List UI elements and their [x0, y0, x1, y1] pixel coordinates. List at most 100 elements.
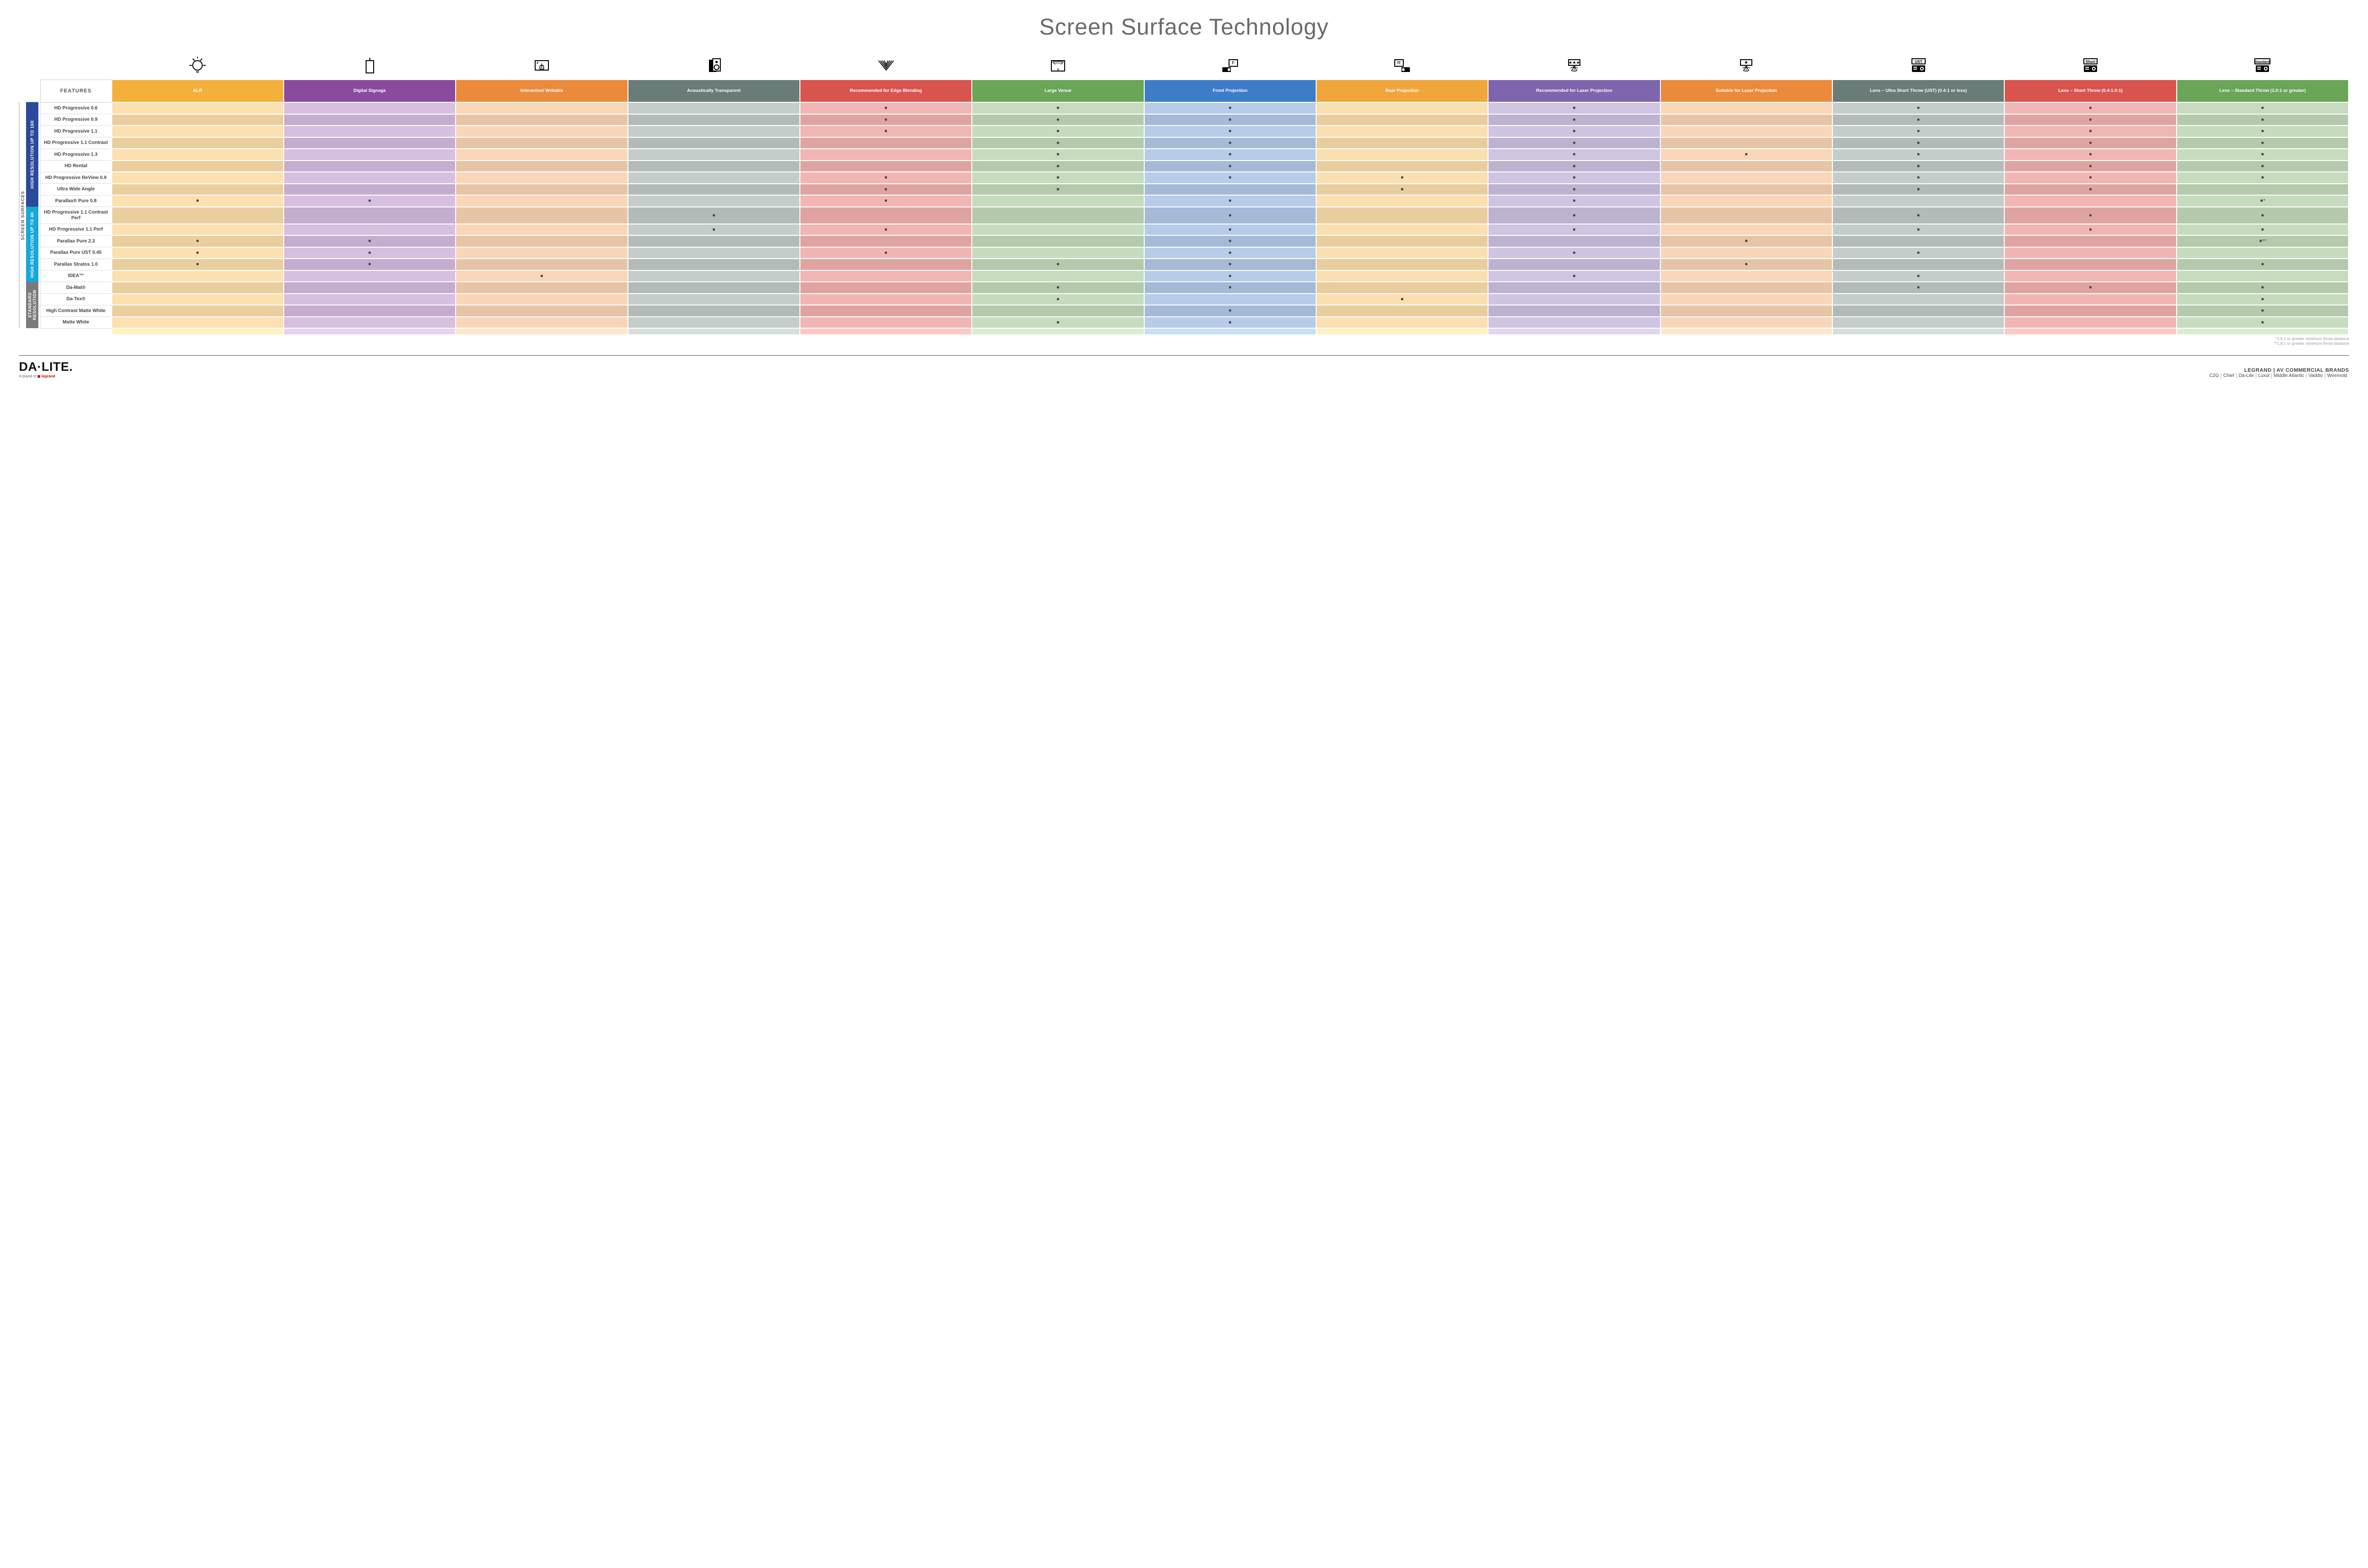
cell-std — [2177, 161, 2349, 172]
cell-rear — [1316, 270, 1488, 282]
cell-suitlaser — [1660, 195, 1832, 207]
cell-edge — [800, 235, 972, 247]
cell-short — [2004, 125, 2176, 137]
row-label: Da-Mat® — [41, 282, 112, 294]
feature-matrix: FEATURESALRDigital SignageInteractive/ W… — [40, 52, 2349, 335]
col-header-signage: Digital Signage — [284, 80, 456, 102]
row-g4k-9: HD Progressive 1.1 Contrast Perf — [41, 207, 2349, 224]
col-icon-ust — [1832, 52, 2004, 80]
cell-ust — [1832, 317, 2004, 329]
cell-rear — [1316, 125, 1488, 137]
cell-reclaser — [1488, 270, 1660, 282]
row-g16k-2: HD Progressive 1.1 — [41, 125, 2349, 137]
group-label: HIGH RESOLUTION UP TO 16K — [26, 102, 38, 207]
col-icon-large — [972, 52, 1144, 80]
footer-brands: C2GChiefDa-LiteLuxulMiddle AtlanticVaddi… — [2207, 373, 2349, 378]
chart-container: SCREEN SURFACESHIGH RESOLUTION UP TO 16K… — [19, 52, 2349, 346]
cell-short — [2004, 305, 2176, 317]
cell-edge — [800, 207, 972, 224]
cell-std — [2177, 102, 2349, 114]
cell-large — [972, 247, 1144, 259]
row-label: HD Rental — [41, 161, 112, 172]
cell-interactive — [456, 161, 628, 172]
cell-large — [972, 161, 1144, 172]
cell-signage — [284, 282, 456, 294]
cell-signage — [284, 161, 456, 172]
cell-ust — [1832, 102, 2004, 114]
cell-interactive — [456, 235, 628, 247]
cell-large — [972, 125, 1144, 137]
cell-signage — [284, 235, 456, 247]
cell-short — [2004, 114, 2176, 126]
row-label: Matte White — [41, 317, 112, 329]
group-label: HIGH RESOLUTION UP TO 4K — [26, 207, 38, 282]
row-gstd-18: Matte White — [41, 317, 2349, 329]
cell-ust — [1832, 305, 2004, 317]
footer-title: LEGRAND | AV COMMERCIAL BRANDS — [2207, 367, 2349, 373]
cell-ust — [1832, 270, 2004, 282]
cell-rear — [1316, 282, 1488, 294]
cell-front — [1144, 224, 1316, 236]
cell-alr — [112, 282, 284, 294]
cell-suitlaser — [1660, 161, 1832, 172]
cell-edge — [800, 172, 972, 184]
col-icon-signage — [284, 52, 456, 80]
cell-rear — [1316, 149, 1488, 161]
cell-short — [2004, 294, 2176, 305]
cell-alr — [112, 305, 284, 317]
cell-front — [1144, 161, 1316, 172]
cell-std — [2177, 137, 2349, 149]
cell-large — [972, 114, 1144, 126]
row-g16k-7: Ultra Wide Angle — [41, 184, 2349, 196]
cell-ust — [1832, 195, 2004, 207]
col-header-reclaser: Recommended for Laser Projection — [1488, 80, 1660, 102]
cell-front — [1144, 282, 1316, 294]
cell-rear — [1316, 259, 1488, 270]
cell-rear — [1316, 195, 1488, 207]
cell-signage — [284, 114, 456, 126]
cell-rear — [1316, 137, 1488, 149]
cell-alr — [112, 114, 284, 126]
cell-alr — [112, 149, 284, 161]
cell-acoustic — [628, 207, 800, 224]
row-label: Da-Tex® — [41, 294, 112, 305]
cell-large — [972, 102, 1144, 114]
cell-suitlaser — [1660, 102, 1832, 114]
row-label: Parallax Pure 2.3 — [41, 235, 112, 247]
cell-front — [1144, 195, 1316, 207]
cell-acoustic — [628, 161, 800, 172]
row-gstd-15: Da-Mat® — [41, 282, 2349, 294]
cell-std — [2177, 125, 2349, 137]
cell-interactive — [456, 207, 628, 224]
row-g16k-8: Parallax® Pure 0.8* — [41, 195, 2349, 207]
cell-front — [1144, 207, 1316, 224]
cell-rear — [1316, 184, 1488, 196]
cell-alr — [112, 224, 284, 236]
cell-suitlaser — [1660, 294, 1832, 305]
cell-reclaser — [1488, 184, 1660, 196]
cell-reclaser — [1488, 235, 1660, 247]
footer-brand: Vaddio — [2306, 373, 2325, 378]
cell-large — [972, 195, 1144, 207]
cell-large — [972, 305, 1144, 317]
cell-short — [2004, 235, 2176, 247]
cell-alr — [112, 317, 284, 329]
cell-large — [972, 235, 1144, 247]
cell-front — [1144, 259, 1316, 270]
cell-rear — [1316, 305, 1488, 317]
row-label: HD Progressive 0.9 — [41, 114, 112, 126]
cell-signage — [284, 224, 456, 236]
cell-front — [1144, 102, 1316, 114]
cell-edge — [800, 317, 972, 329]
cell-suitlaser — [1660, 137, 1832, 149]
row-label: HD Progressive 1.3 — [41, 149, 112, 161]
col-header-std: Lens – Standard Throw (1.0:1 or greater) — [2177, 80, 2349, 102]
cell-interactive — [456, 137, 628, 149]
col-icon-rear — [1316, 52, 1488, 80]
cell-signage — [284, 259, 456, 270]
row-label: HD Progressive 1.1 Contrast Perf — [41, 207, 112, 224]
cell-signage — [284, 270, 456, 282]
cell-interactive — [456, 294, 628, 305]
cell-acoustic — [628, 184, 800, 196]
cell-interactive — [456, 270, 628, 282]
